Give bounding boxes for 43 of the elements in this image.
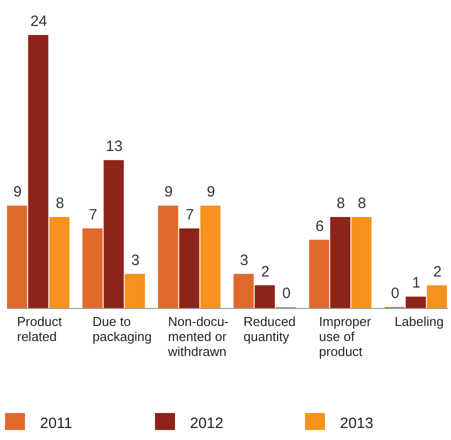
bar [351, 217, 372, 308]
bar [124, 274, 145, 308]
data-label: 9 [13, 184, 22, 201]
legend-label: 2013 [340, 415, 374, 432]
data-label: 24 [30, 13, 48, 30]
data-label: 13 [106, 138, 123, 156]
data-label: 8 [358, 195, 366, 212]
data-label: 0 [390, 285, 400, 302]
bar [179, 228, 200, 308]
bar [104, 160, 124, 308]
data-label: 2 [261, 263, 270, 280]
x-tick-label: Reduced quantity [244, 314, 296, 344]
data-label: 9 [206, 184, 216, 201]
data-label: 9 [164, 184, 173, 201]
bar [309, 240, 330, 308]
bar [49, 217, 70, 308]
x-tick-label: Non-docu- mented or withdrawn [167, 314, 229, 359]
bar [330, 217, 350, 308]
legend-label: 2011 [40, 415, 72, 432]
data-label: 7 [88, 206, 98, 224]
bar [406, 296, 426, 308]
x-tick-label: Due to packaging [92, 314, 152, 344]
bar [200, 206, 220, 308]
legend-label: 2012 [190, 415, 224, 432]
bar [158, 206, 178, 308]
bar [426, 285, 447, 308]
data-label: 8 [336, 195, 345, 212]
bar [234, 274, 254, 308]
data-label: 3 [240, 252, 248, 269]
data-label: 8 [56, 195, 64, 212]
bar [254, 285, 275, 308]
data-label: 6 [315, 218, 324, 235]
x-tick-label: Labeling [394, 314, 444, 329]
x-tick-label: Improper use of product [319, 314, 372, 359]
data-label: 7 [186, 206, 194, 224]
bar [7, 206, 28, 308]
data-label: 0 [282, 285, 291, 302]
bar [28, 35, 48, 308]
data-label: 2 [433, 263, 442, 280]
data-label: 1 [412, 274, 420, 292]
x-tick-label: Product related [17, 314, 62, 344]
bar [82, 228, 103, 308]
data-label: 3 [131, 252, 140, 269]
